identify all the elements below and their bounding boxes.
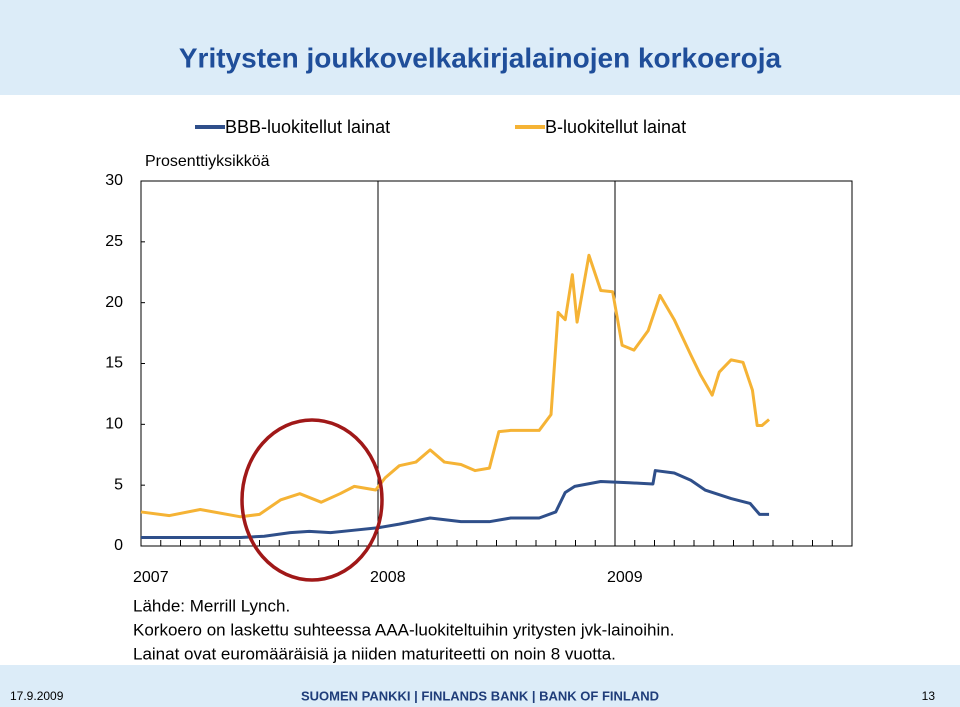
- y-tick-label: 30: [105, 172, 123, 189]
- content-panel: [0, 95, 960, 665]
- y-tick-label: 0: [114, 537, 123, 554]
- series-line: [141, 469, 770, 539]
- y-tick-label: 25: [105, 233, 123, 250]
- note: Korkoero on laskettu suhteessa AAA-luoki…: [133, 620, 674, 639]
- x-tick-label: 2007: [133, 569, 169, 586]
- chart-title: Yritysten joukkovelkakirjalainojen korko…: [179, 42, 782, 73]
- series-line: [140, 253, 771, 519]
- highlight-circle: [240, 418, 384, 582]
- footer-page: 13: [922, 689, 936, 703]
- legend-label: BBB-luokitellut lainat: [225, 117, 390, 137]
- y-tick-label: 20: [105, 294, 123, 311]
- y-tick-label: 5: [114, 476, 123, 493]
- y-tick-label: 15: [105, 355, 123, 372]
- footer-organization: SUOMEN PANKKI | FINLANDS BANK | BANK OF …: [301, 688, 659, 703]
- note: Lähde: Merrill Lynch.: [133, 596, 290, 615]
- x-tick-label: 2008: [370, 569, 406, 586]
- legend-label: B-luokitellut lainat: [545, 117, 686, 137]
- note: Lainat ovat euromääräisiä ja niiden matu…: [133, 644, 616, 663]
- x-tick-label: 2009: [607, 569, 643, 586]
- footer-date: 17.9.2009: [10, 689, 64, 703]
- y-axis-label: Prosenttiyksikköä: [145, 153, 270, 170]
- y-tick-label: 10: [105, 416, 123, 433]
